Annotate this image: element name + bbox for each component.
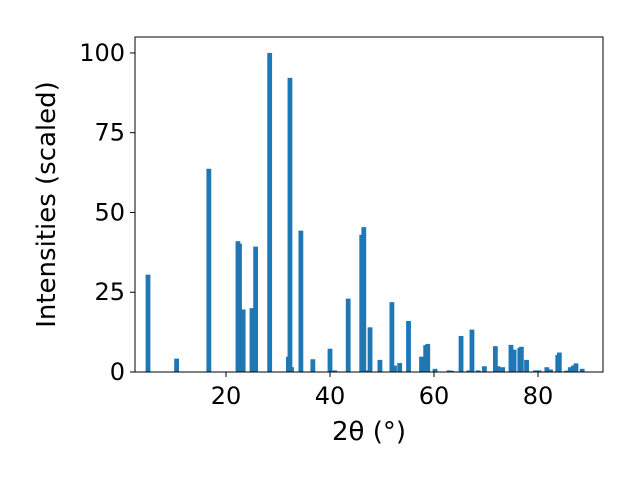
bar — [240, 309, 246, 372]
bar — [419, 356, 424, 372]
bar — [518, 346, 524, 372]
x-tick-label: 20 — [211, 382, 242, 410]
x-axis-label: 2θ (°) — [332, 417, 406, 447]
bar — [458, 335, 464, 372]
bar — [367, 327, 373, 372]
bar — [449, 370, 455, 372]
bar — [556, 352, 562, 372]
bar — [332, 370, 338, 372]
bar — [377, 359, 383, 372]
bars-group — [145, 52, 585, 372]
bar — [345, 298, 351, 372]
bar — [579, 368, 585, 372]
bar — [432, 368, 438, 372]
bar — [174, 358, 179, 372]
bar — [495, 366, 501, 372]
bar — [500, 367, 506, 372]
x-tick-label: 60 — [419, 382, 450, 410]
bar — [548, 369, 553, 372]
bar — [508, 344, 514, 372]
x-tick-label: 80 — [523, 382, 554, 410]
bar — [206, 168, 212, 372]
bar — [237, 243, 242, 372]
bar — [364, 370, 369, 372]
bar — [466, 370, 472, 372]
x-axis-ticks: 20 40 60 80 — [211, 372, 554, 410]
bar — [249, 308, 255, 372]
bar — [446, 370, 452, 372]
bar — [564, 370, 569, 372]
bar — [145, 274, 151, 372]
bar — [389, 302, 395, 372]
bar — [469, 329, 475, 372]
bar — [475, 370, 481, 372]
y-tick-label: 75 — [94, 119, 125, 147]
bar — [573, 363, 579, 372]
bar — [361, 227, 367, 372]
bar — [267, 52, 273, 372]
bar — [253, 246, 259, 372]
y-tick-label: 0 — [110, 358, 125, 386]
bar — [397, 363, 403, 372]
x-tick-label: 40 — [315, 382, 346, 410]
bar — [425, 343, 431, 372]
bar — [570, 365, 576, 372]
bar — [327, 348, 333, 372]
plot-frame — [134, 36, 604, 373]
bar — [524, 359, 529, 372]
bar — [287, 77, 293, 372]
bar — [406, 320, 411, 372]
y-tick-label: 25 — [94, 278, 125, 306]
bar — [544, 367, 550, 372]
y-tick-label: 50 — [94, 198, 125, 226]
bar — [567, 367, 573, 372]
bar — [310, 359, 316, 372]
bar — [511, 349, 517, 372]
bar — [492, 346, 498, 372]
y-axis-label: Intensities (scaled) — [32, 81, 62, 328]
bar — [392, 365, 397, 372]
y-axis-ticks: 0 25 50 75 100 — [79, 39, 135, 386]
bar — [298, 230, 304, 372]
bar — [289, 367, 294, 372]
bar — [533, 370, 538, 372]
bar — [536, 370, 542, 372]
y-tick-label: 100 — [79, 39, 125, 67]
bar — [482, 366, 487, 372]
